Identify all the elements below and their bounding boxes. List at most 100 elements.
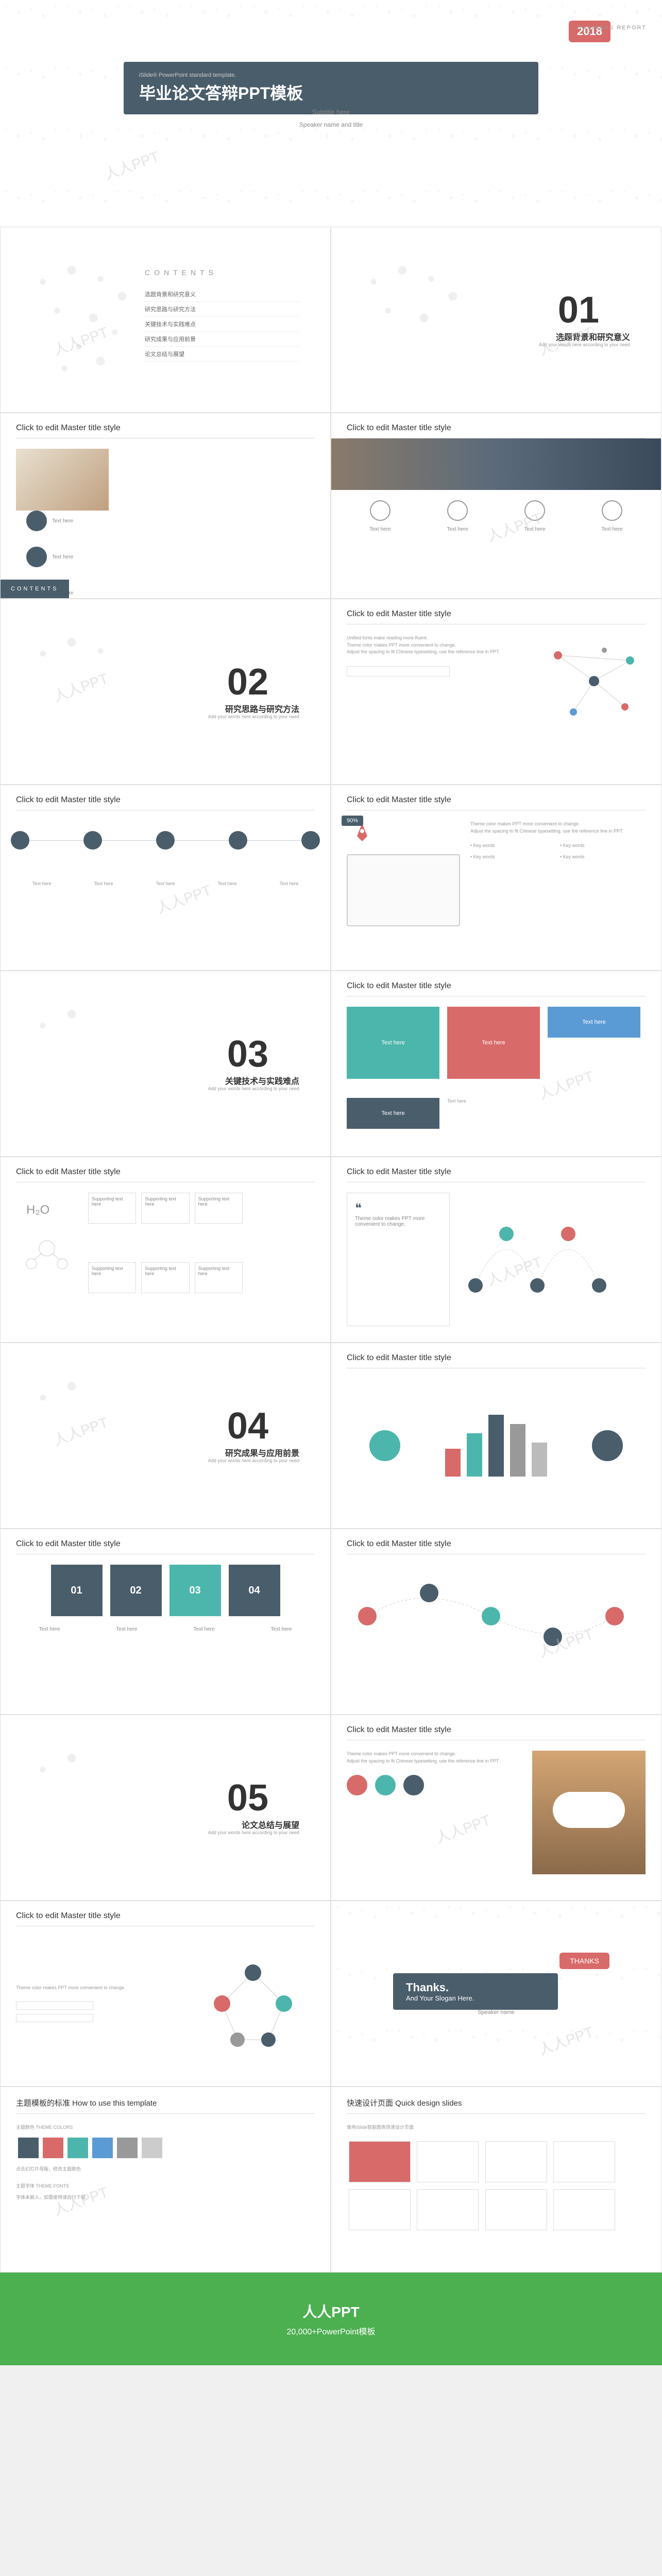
- color-swatch: [92, 2138, 113, 2158]
- footer-tagline: 20,000+PowerPoint模板: [286, 2325, 375, 2337]
- color-swatch: [43, 2138, 63, 2158]
- stat-icon: [403, 1775, 424, 1795]
- content-slide-city: Click to edit Master title style Text he…: [331, 413, 661, 599]
- section-subtitle: Add your words here according to your ne…: [208, 1829, 299, 1837]
- layout-thumb: [349, 2189, 411, 2230]
- curve-timeline: [347, 1565, 635, 1668]
- howto-title: 主题模板的标准 How to use this template: [1, 2087, 330, 2113]
- content-slide-rocket: Click to edit Master title style 90% The…: [331, 785, 661, 971]
- outline-icon: [370, 500, 391, 521]
- slide-title: Click to edit Master title style: [1, 785, 330, 810]
- section-title: 关键技术与实践难点: [225, 1074, 299, 1087]
- layout-thumb: [553, 2141, 615, 2182]
- timeline-label: Text here: [263, 880, 315, 888]
- color-swatch: [18, 2138, 39, 2158]
- color-swatches: [16, 2136, 315, 2163]
- feature-item: Text here: [424, 500, 491, 536]
- howto-note: 点击幻灯片母版，修改主题颜色: [16, 2166, 315, 2173]
- section-title: 研究成果与应用前景: [225, 1446, 299, 1459]
- content-slide-network: Click to edit Master title style Unified…: [331, 599, 661, 785]
- head-silhouette-icon: [21, 992, 165, 1146]
- slide-title: Click to edit Master title style: [331, 413, 661, 438]
- slide-title: Click to edit Master title style: [331, 971, 661, 996]
- section-number: 03: [227, 1033, 268, 1075]
- color-block-blue: Text here: [548, 1007, 640, 1038]
- molecule-diagram: [191, 1952, 315, 2055]
- keyword-item: • Key words: [470, 842, 556, 850]
- title-slide: 2018 BUSINESS REPORT iSlide® PowerPoint …: [0, 0, 662, 227]
- colors-label: 主题颜色 THEME COLORS: [16, 2124, 315, 2131]
- quote-box: ❝ Theme color makes PPT more convenient …: [347, 1193, 450, 1326]
- toc-item: 论文总结与展望: [145, 347, 299, 362]
- slide-title: Click to edit Master title style: [331, 599, 661, 624]
- desc-text: Theme color makes PPT more convenient to…: [16, 1985, 176, 1992]
- network-diagram: [542, 635, 646, 727]
- circle-icon: [26, 511, 47, 531]
- keyword-item: • Key words: [560, 854, 646, 861]
- contents-list: CONTENTS 选题背景和研究意义 研究思路与研究方法 关键技术与实践难点 研…: [145, 268, 299, 362]
- contents-corner-tag: CONTENTS: [1, 580, 69, 598]
- network-svg: [542, 635, 646, 727]
- subtitle: Subtitle here: [0, 108, 662, 116]
- speech-bubble: [553, 1792, 625, 1828]
- quickdesign-title: 快速设计页面 Quick design slides: [331, 2087, 661, 2113]
- color-swatch: [67, 2138, 88, 2158]
- section-subtitle: Add your words here according to your ne…: [208, 714, 299, 721]
- footer-band: 人人PPT 20,000+PowerPoint模板 人人PPT: [0, 2273, 662, 2365]
- grid-item: Supporting text here: [195, 1262, 243, 1293]
- desk-image: [16, 449, 109, 511]
- timeline-label: Text here: [201, 880, 253, 888]
- section-subtitle: Add your words here according to your ne…: [539, 342, 630, 349]
- desc-text: Unified fonts make reading more fluent.: [347, 635, 527, 642]
- section-number: 05: [227, 1777, 268, 1819]
- timeline-dot: [156, 831, 175, 850]
- slide-title: Click to edit Master title style: [331, 785, 661, 810]
- desc-text: Adjust the spacing to fit Chinese typese…: [347, 1758, 517, 1765]
- speaker-name: Speaker name and title: [0, 121, 662, 128]
- footer-brand: 人人PPT: [302, 2301, 359, 2321]
- grid-item: Supporting text here: [195, 1193, 243, 1224]
- color-swatch: [142, 2138, 162, 2158]
- keyword-item: • Key words: [470, 854, 556, 861]
- desc-text: Adjust the spacing to fit Chinese typese…: [347, 649, 527, 656]
- screen-frame: [347, 854, 460, 926]
- feature-item: Text here: [579, 500, 646, 536]
- quickdesign-slide: 快速设计页面 Quick design slides 使用iSlide智能图表快…: [331, 2087, 661, 2273]
- color-block-red: Text here: [447, 1007, 540, 1079]
- thanks-title: Thanks.: [406, 1981, 545, 1994]
- section-title: 研究思路与研究方法: [225, 702, 299, 715]
- input-placeholder: [347, 666, 450, 676]
- desc-text: Theme color makes PPT more convenient to…: [470, 821, 646, 828]
- head-silhouette-icon: [21, 1364, 165, 1518]
- text-label: Text here: [52, 554, 73, 560]
- main-title: 毕业论文答辩PPT模板: [139, 80, 523, 104]
- subtitle-small: iSlide® PowerPoint standard template.: [139, 72, 523, 78]
- circle-icon: [26, 547, 47, 567]
- block-desc: Text here: [447, 1098, 524, 1140]
- toc-item: 研究思路与研究方法: [145, 302, 299, 317]
- box-label: Text here: [248, 1626, 315, 1632]
- year-badge: 2018: [569, 21, 610, 42]
- grid-item: Supporting text here: [141, 1262, 189, 1293]
- timeline-label: Text here: [140, 880, 191, 888]
- city-street-image: [331, 438, 661, 490]
- section-subtitle: Add your words here according to your ne…: [208, 1086, 299, 1093]
- bar: [445, 1449, 461, 1477]
- content-slide-room: Click to edit Master title style Theme c…: [331, 1715, 661, 1901]
- head-silhouette-icon: [21, 1736, 165, 1890]
- color-block-teal: Text here: [347, 1007, 439, 1079]
- howto-slide: 主题模板的标准 How to use this template 主题颜色 TH…: [0, 2087, 331, 2273]
- info-grid: Supporting text here Supporting text her…: [88, 1193, 243, 1326]
- slide-title: Click to edit Master title style: [1, 1529, 330, 1554]
- desc-text: Adjust the spacing to fit Chinese typese…: [470, 828, 646, 835]
- timeline-label: Text here: [78, 880, 129, 888]
- layout-thumb: [485, 2141, 547, 2182]
- timeline-dot: [83, 831, 102, 850]
- stat-icon: [375, 1775, 396, 1795]
- process-box: 02: [110, 1565, 162, 1616]
- slide-title: Click to edit Master title style: [1, 1157, 330, 1182]
- arc-timeline: [465, 1193, 646, 1296]
- howto-note: 字体未嵌入，如需使用请自行下载: [16, 2194, 315, 2201]
- thanks-band: Thanks. And Your Slogan Here.: [393, 1973, 558, 2010]
- content-slide-quote-arc: Click to edit Master title style ❝ Theme…: [331, 1157, 661, 1343]
